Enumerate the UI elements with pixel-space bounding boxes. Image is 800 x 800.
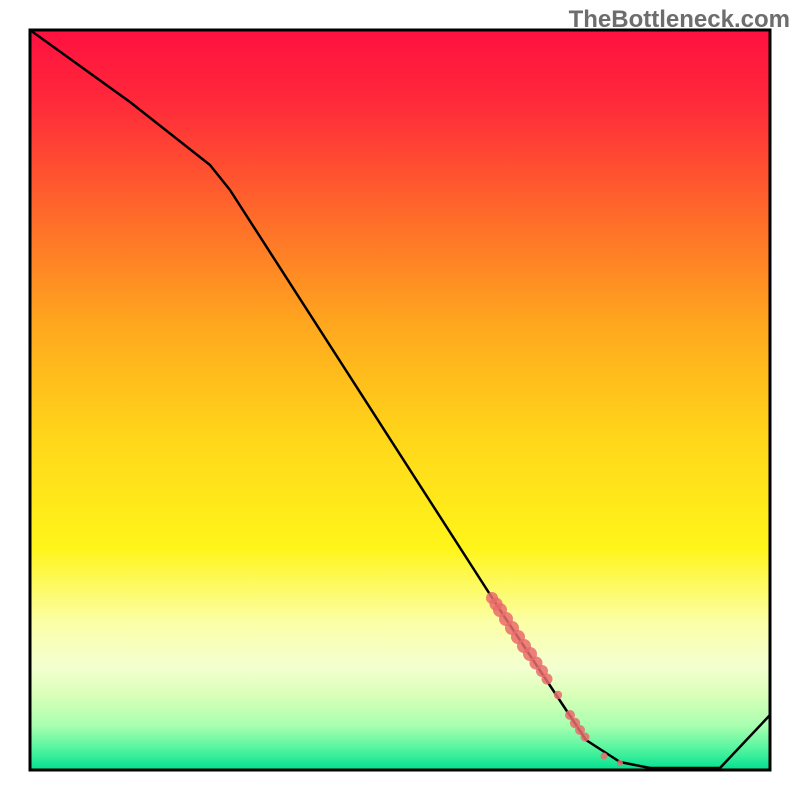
scatter-point xyxy=(554,691,562,699)
scatter-point xyxy=(542,674,553,685)
bottleneck-chart xyxy=(0,0,800,800)
plot-background xyxy=(30,30,770,770)
scatter-point xyxy=(581,733,590,742)
chart-container: TheBottleneck.com xyxy=(0,0,800,800)
scatter-point xyxy=(617,760,623,766)
watermark-text: TheBottleneck.com xyxy=(569,6,790,34)
scatter-point xyxy=(601,753,608,760)
